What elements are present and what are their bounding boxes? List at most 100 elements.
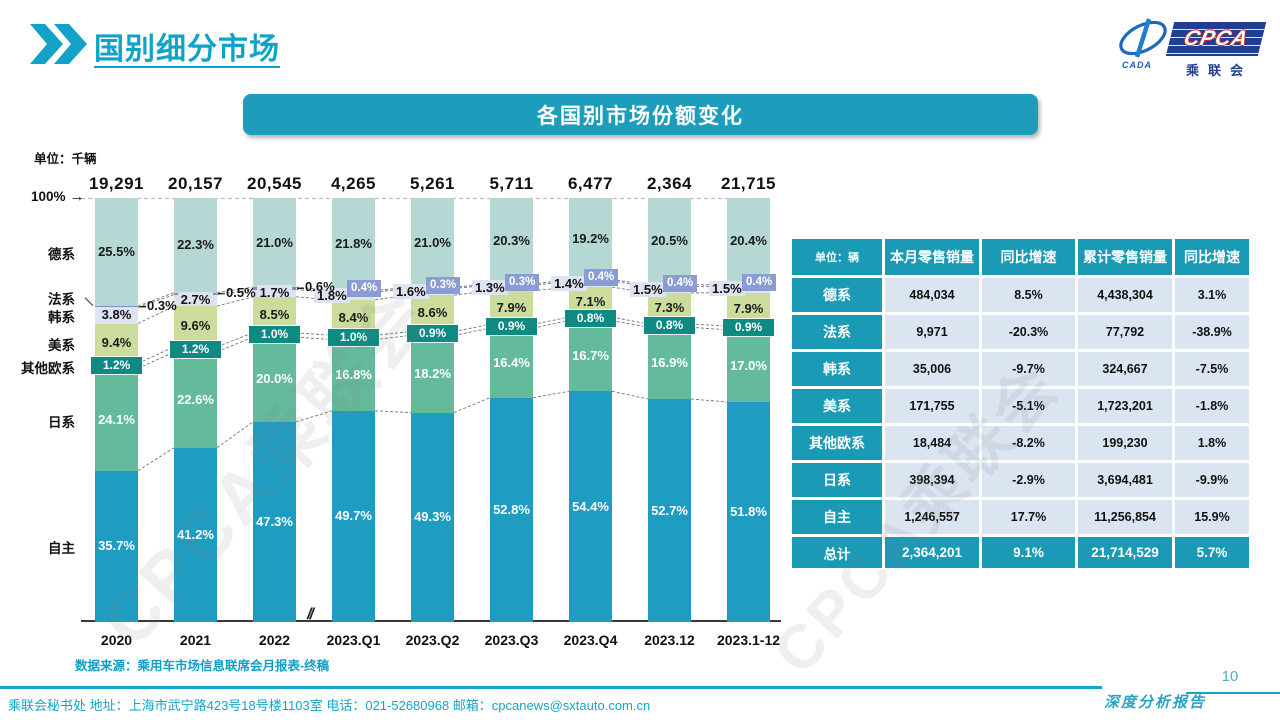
segment-label: 1.3% bbox=[472, 279, 508, 297]
y-axis-series-label: 韩系 bbox=[48, 310, 75, 326]
bar-segment-自主 bbox=[332, 410, 375, 622]
bar-segment-日系 bbox=[727, 329, 770, 402]
connector-line bbox=[374, 334, 412, 341]
bar-total-label: 6,477 bbox=[567, 174, 614, 193]
table-row-label: 德系 bbox=[792, 278, 882, 312]
table-cell: 1,246,557 bbox=[885, 500, 979, 534]
right-arrow-icon: → bbox=[69, 188, 85, 205]
table-cell: 4,438,304 bbox=[1078, 278, 1172, 312]
segment-label: 54.4% bbox=[572, 498, 609, 514]
source-note: 数据来源：乘用车市场信息联席会月报表-终稿 bbox=[75, 659, 330, 673]
bar-total-label: 5,711 bbox=[489, 174, 534, 193]
x-axis-label: 2023.Q1 bbox=[326, 632, 381, 648]
korean-share-box: 1.5% bbox=[709, 281, 745, 297]
connector-line bbox=[690, 323, 728, 327]
other-eu-share-badge: 1.0% bbox=[328, 328, 379, 346]
table-cell: -8.2% bbox=[982, 426, 1075, 460]
bar-segment-德系 bbox=[490, 198, 533, 285]
bar-segment-韩系 bbox=[95, 307, 138, 324]
table-total-cell: 9.1% bbox=[982, 537, 1075, 568]
segment-label: 18.2% bbox=[414, 365, 451, 381]
table-cell: 3.1% bbox=[1175, 278, 1249, 312]
connector-line bbox=[137, 305, 175, 324]
bar-segment-自主 bbox=[490, 397, 533, 622]
bar-total-label: 2,364 bbox=[646, 174, 693, 193]
segment-label: 49.7% bbox=[335, 508, 372, 524]
bar-segment-日系 bbox=[569, 320, 612, 392]
x-axis-label: 2021 bbox=[179, 632, 212, 648]
segment-label: 1.7% bbox=[245, 284, 304, 302]
other-eu-share-badge: 0.9% bbox=[486, 317, 537, 335]
cpca-flag: CPCA bbox=[1165, 22, 1267, 56]
french-share-label: 0.3% bbox=[147, 297, 177, 313]
page-number: 10 bbox=[1221, 668, 1239, 685]
french-share-label: 0.6% bbox=[305, 279, 335, 295]
connector-line bbox=[216, 296, 254, 307]
table-row-label: 日系 bbox=[792, 463, 882, 497]
connector-line bbox=[137, 447, 175, 472]
segment-label: 17.0% bbox=[730, 357, 767, 373]
segment-label: 1.4% bbox=[551, 275, 587, 293]
y-axis-series-label: 其他欧系 bbox=[21, 360, 75, 376]
table-cell: 484,034 bbox=[885, 278, 979, 312]
connector-line bbox=[216, 336, 254, 353]
segment-label: 21.8% bbox=[335, 236, 372, 252]
other-eu-share-badge: 1.2% bbox=[91, 357, 142, 375]
other-eu-share-badge: 1.2% bbox=[170, 340, 221, 358]
connector-line bbox=[216, 286, 254, 293]
bar-total-label: 19,291 bbox=[89, 174, 144, 193]
french-share-label: 0.5% bbox=[226, 284, 256, 300]
y-axis-series-label: 日系 bbox=[48, 414, 75, 430]
bar-segment-日系 bbox=[648, 327, 691, 399]
bar-segment-日系 bbox=[95, 368, 138, 471]
connector-line bbox=[611, 320, 649, 328]
segment-label: 21.0% bbox=[256, 234, 293, 250]
table-cell: 1.8% bbox=[1175, 426, 1249, 460]
y-axis-series-label: 自主 bbox=[48, 541, 75, 557]
segment-label: 24.1% bbox=[98, 411, 135, 427]
other-eu-share-badge: 0.9% bbox=[723, 319, 774, 337]
table-cell: -1.8% bbox=[1175, 389, 1249, 423]
segment-label: 7.1% bbox=[575, 294, 606, 310]
cada-text: CADA bbox=[1122, 60, 1152, 70]
segment-label: 49.3% bbox=[414, 509, 451, 525]
bar-segment-德系 bbox=[648, 198, 691, 285]
table-cell: -7.5% bbox=[1175, 352, 1249, 386]
segment-label: 52.8% bbox=[493, 501, 530, 517]
connector-line bbox=[453, 327, 491, 336]
x-axis-label: 2023.1-12 bbox=[716, 632, 781, 648]
page-title: 国别细分市场 bbox=[94, 33, 280, 66]
table-cell: 8.5% bbox=[982, 278, 1075, 312]
bar-segment-自主 bbox=[648, 398, 691, 623]
connector-line bbox=[611, 390, 649, 400]
korean-share-box: 1.7% bbox=[256, 285, 293, 301]
y-axis-series-label: 美系 bbox=[48, 338, 75, 354]
table-header-cell: 同比增速 bbox=[1175, 239, 1249, 275]
segment-label: 1.8% bbox=[314, 287, 350, 305]
connector-line bbox=[216, 421, 254, 449]
segment-label: 47.3% bbox=[256, 514, 293, 530]
bar-segment-德系 bbox=[411, 198, 454, 288]
y-axis-series-label: 德系 bbox=[48, 247, 75, 263]
cpca-logo: CADA CPCA 乘联会 bbox=[1116, 14, 1268, 78]
connector-line bbox=[690, 398, 728, 403]
sales-table: 单位：辆 本月零售销量 同比增速 累计零售销量 同比增速 德系 484,034 8.5% 4,4… bbox=[792, 239, 1249, 568]
table-cell: -9.9% bbox=[1175, 463, 1249, 497]
segment-label: 8.6% bbox=[417, 305, 448, 321]
french-share-badge: 0.3% bbox=[426, 276, 461, 294]
table-cell: -5.1% bbox=[982, 389, 1075, 423]
connector-line bbox=[453, 397, 491, 413]
table-cell: 3,694,481 bbox=[1078, 463, 1172, 497]
connector-line bbox=[216, 289, 254, 296]
french-share-badge: 0.3% bbox=[505, 273, 540, 291]
connector-line bbox=[137, 346, 175, 364]
bar-total-label: 21,715 bbox=[721, 174, 776, 193]
table-cell: -20.3% bbox=[982, 315, 1075, 349]
korean-share-box: 1.6% bbox=[393, 283, 429, 299]
table-cell: 11,256,854 bbox=[1078, 500, 1172, 534]
table-header-cell: 累计零售销量 bbox=[1078, 239, 1172, 275]
other-eu-share-badge: 0.8% bbox=[565, 310, 616, 328]
bar-total-label: 20,545 bbox=[247, 174, 302, 193]
connector-line bbox=[295, 410, 333, 423]
bar-total-label: 5,261 bbox=[409, 174, 456, 193]
